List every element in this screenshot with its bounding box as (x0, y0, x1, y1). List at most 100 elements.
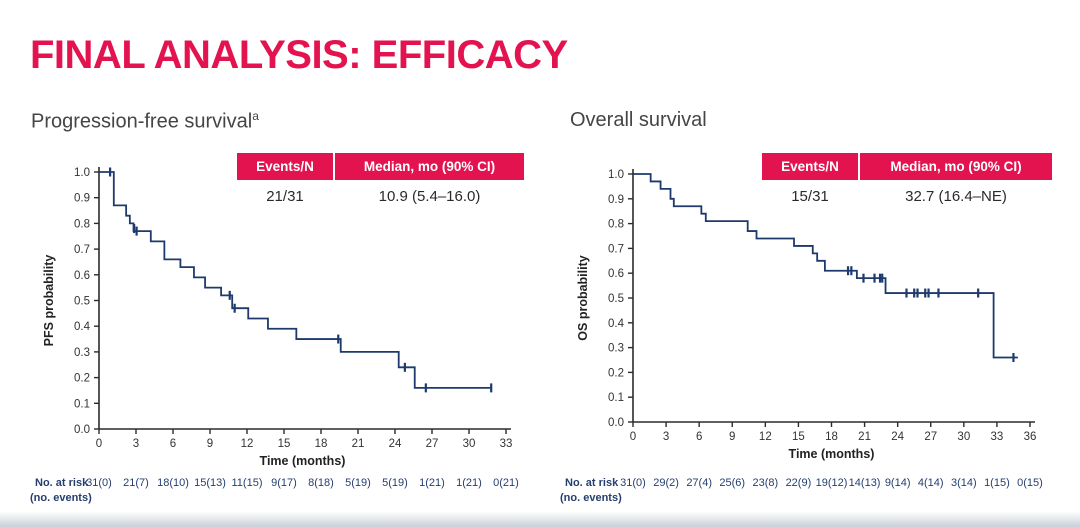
os-panel: Overall survival Events/N Median, mo (90… (555, 105, 1080, 517)
os-y-tick-label: 0.5 (608, 293, 624, 305)
pfs-x-tick-label: 33 (500, 438, 513, 450)
pfs-risk-value: 1(21) (419, 477, 445, 489)
os-survival-curve (633, 173, 1018, 359)
pfs-risk-value: 15(13) (194, 477, 226, 489)
pfs-x-tick-label: 15 (278, 438, 291, 450)
pfs-risk-value: 11(15) (232, 477, 263, 489)
os-y-tick-label: 0.0 (608, 417, 624, 429)
pfs-x-tick-label: 0 (96, 438, 102, 450)
os-y-axis-title: OS probability (576, 255, 590, 340)
os-stats-header-row: Events/N Median, mo (90% CI) (762, 153, 1052, 180)
os-x-tick-label: 30 (957, 431, 970, 443)
os-x-tick-label: 24 (891, 431, 904, 443)
pfs-y-tick-label: 0.0 (74, 424, 90, 436)
pfs-y-tick-label: 0.4 (74, 321, 91, 333)
pfs-y-tick-label: 0.3 (74, 347, 90, 359)
pfs-risk-row-label-2: (no. events) (30, 492, 92, 504)
pfs-subtitle-text: Progression-free survival (31, 110, 253, 133)
pfs-stats-table: Events/N Median, mo (90% CI) 21/31 10.9 … (237, 153, 524, 212)
pfs-subtitle-footnote-marker: a (252, 109, 259, 123)
pfs-risk-value: 0(21) (493, 477, 519, 489)
pfs-stats-header-row: Events/N Median, mo (90% CI) (237, 153, 524, 180)
os-risk-value: 3(14) (951, 477, 977, 489)
os-stats-table: Events/N Median, mo (90% CI) 15/31 32.7 … (762, 153, 1052, 212)
pfs-risk-value: 1(21) (456, 477, 482, 489)
os-subtitle-text: Overall survival (570, 109, 707, 131)
pfs-km-chart: 0.0 0.1 0.2 0.3 0.4 0.5 0.6 0.7 0.8 0.9 1.0 0 31(0) 3… (30, 167, 519, 504)
pfs-events-value: 21/31 (266, 188, 304, 205)
pfs-y-tick-label: 1.0 (74, 167, 90, 179)
os-km-chart: 0.0 0.1 0.2 0.3 0.4 0.5 0.6 0.7 0.8 0.9 1.0 0 31(0) 3… (560, 169, 1043, 504)
pfs-events-header-cell: Events/N (237, 153, 333, 180)
pfs-survival-curve (99, 171, 492, 389)
pfs-risk-value: 21(7) (123, 477, 149, 489)
pfs-x-tick-label: 9 (207, 438, 213, 450)
os-risk-row-label: No. at risk (565, 477, 619, 489)
os-x-tick-label: 33 (991, 431, 1004, 443)
os-risk-value: 0(15) (1017, 477, 1043, 489)
pfs-stats-value-row: 21/31 10.9 (5.4–16.0) (237, 180, 524, 212)
os-y-tick-label: 0.2 (608, 367, 624, 379)
pfs-y-axis-title: PFS probability (42, 255, 56, 347)
pfs-risk-value: 5(19) (345, 477, 371, 489)
os-risk-value: 25(6) (719, 477, 745, 489)
pfs-x-tick-label: 27 (426, 438, 439, 450)
pfs-median-header-cell: Median, mo (90% CI) (335, 153, 524, 180)
os-x-tick-label: 21 (858, 431, 871, 443)
os-risk-value: 22(9) (786, 477, 812, 489)
os-risk-value: 9(14) (885, 477, 911, 489)
os-risk-value: 23(8) (752, 477, 778, 489)
pfs-risk-row-label: No. at risk (35, 477, 89, 489)
os-y-tick-label: 0.3 (608, 343, 624, 355)
os-x-tick-label: 18 (825, 431, 838, 443)
os-y-tick-label: 1.0 (608, 169, 624, 181)
os-risk-value: 4(14) (918, 477, 944, 489)
os-median-header-cell: Median, mo (90% CI) (860, 153, 1052, 180)
pfs-panel: Progression-free survivala Events/N Medi… (20, 105, 532, 517)
os-y-tick-label: 0.7 (608, 243, 624, 255)
os-y-tick-label: 0.4 (608, 318, 625, 330)
os-risk-value: 27(4) (686, 477, 712, 489)
pfs-x-tick-label: 3 (133, 438, 139, 450)
os-x-tick-label: 6 (696, 431, 702, 443)
pfs-subtitle: Progression-free survivala (31, 109, 259, 134)
pfs-x-tick-label: 12 (241, 438, 254, 450)
os-risk-value: 29(2) (653, 477, 679, 489)
os-y-tick-label: 0.1 (608, 392, 624, 404)
os-events-header-cell: Events/N (762, 153, 858, 180)
pfs-y-tick-label: 0.9 (74, 193, 90, 205)
os-events-value: 15/31 (791, 188, 829, 205)
os-median-value: 32.7 (16.4–NE) (905, 188, 1007, 205)
pfs-y-tick-label: 0.5 (74, 296, 90, 308)
pfs-x-tick-label: 18 (315, 438, 328, 450)
os-risk-value: 19(12) (816, 477, 848, 489)
os-x-tick-label: 36 (1024, 431, 1037, 443)
os-y-tick-label: 0.8 (608, 219, 624, 231)
pfs-risk-value: 31(0) (86, 477, 112, 489)
pfs-x-tick-label: 24 (389, 438, 402, 450)
os-risk-value: 14(13) (849, 477, 881, 489)
pfs-y-tick-label: 0.7 (74, 244, 90, 256)
os-x-tick-label: 9 (729, 431, 735, 443)
pfs-median-value: 10.9 (5.4–16.0) (378, 188, 481, 205)
os-x-tick-label: 0 (630, 431, 636, 443)
pfs-y-tick-label: 0.2 (74, 373, 90, 385)
pfs-y-tick-label: 0.6 (74, 270, 90, 282)
pfs-y-tick-label: 0.8 (74, 218, 90, 230)
pfs-risk-value: 18(10) (157, 477, 189, 489)
pfs-x-tick-label: 30 (463, 438, 476, 450)
pfs-risk-value: 8(18) (308, 477, 334, 489)
os-risk-value: 31(0) (620, 477, 646, 489)
pfs-risk-value: 9(17) (271, 477, 297, 489)
os-subtitle: Overall survival (570, 109, 707, 132)
pfs-y-tick-label: 0.1 (74, 398, 90, 410)
pfs-x-tick-label: 6 (170, 438, 176, 450)
page-title: FINAL ANALYSIS: EFFICACY (30, 33, 568, 77)
os-stats-value-row: 15/31 32.7 (16.4–NE) (762, 180, 1052, 212)
os-x-tick-label: 15 (792, 431, 805, 443)
os-x-axis-title: Time (months) (789, 447, 875, 461)
os-risk-value: 1(15) (984, 477, 1010, 489)
pfs-x-tick-label: 21 (352, 438, 365, 450)
os-risk-row-label-2: (no. events) (560, 492, 622, 504)
